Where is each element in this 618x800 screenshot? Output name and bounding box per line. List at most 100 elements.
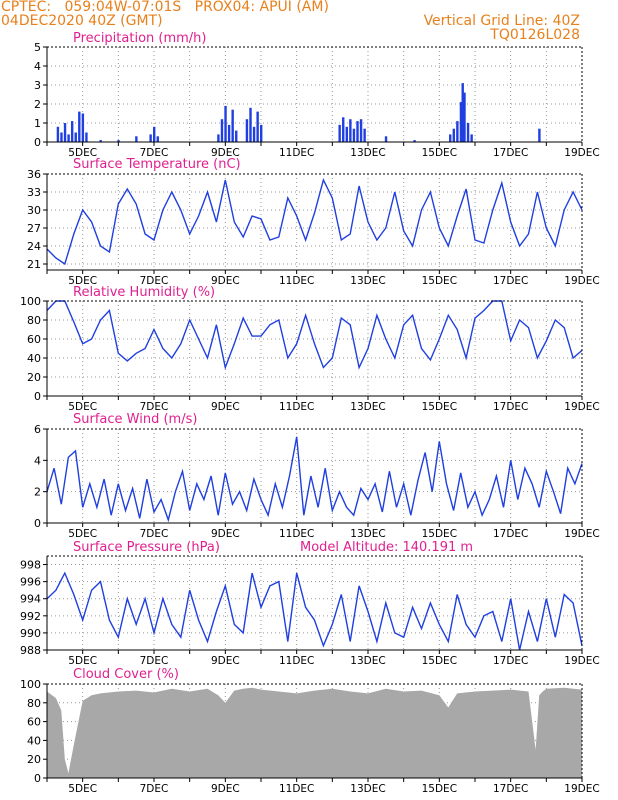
precip-bar — [85, 132, 88, 142]
y-tick-label: 4 — [34, 60, 41, 73]
x-tick-label: 5DEC — [68, 528, 97, 540]
precip-bar — [363, 128, 366, 142]
x-tick-label: 17DEC — [493, 783, 528, 795]
x-tick-label: 11DEC — [279, 401, 314, 413]
y-tick-label: 27 — [27, 222, 41, 235]
precip-bar — [63, 123, 67, 142]
y-tick-label: 998 — [20, 559, 41, 572]
x-tick-label: 11DEC — [279, 147, 314, 159]
series-line — [46, 178, 583, 266]
x-tick-label: 7DEC — [140, 275, 169, 287]
x-tick-label: 5DEC — [68, 147, 97, 159]
x-tick-label: 17DEC — [493, 528, 528, 540]
y-tick-label: 24 — [27, 240, 41, 253]
y-tick-label: 996 — [20, 576, 41, 589]
precip-bar — [78, 111, 81, 142]
y-tick-label: 60 — [27, 716, 41, 729]
precip-bar — [349, 119, 352, 142]
y-tick-label: 2 — [34, 486, 41, 499]
x-tick-label: 17DEC — [493, 655, 528, 667]
header-grid-note: Vertical Grid Line: 40Z — [423, 13, 580, 29]
panel-title: Precipitation (mm/h) — [73, 31, 206, 46]
precip-bar — [470, 134, 473, 142]
precip-bar — [256, 111, 259, 142]
y-tick-label: 100 — [20, 295, 41, 308]
x-tick-label: 7DEC — [140, 147, 169, 159]
x-tick-label: 19DEC — [564, 528, 599, 540]
x-tick-label: 5DEC — [68, 655, 97, 667]
y-tick-label: 0 — [34, 390, 41, 403]
precip-bar — [153, 126, 156, 142]
precip-bar — [156, 136, 159, 142]
x-tick-label: 9DEC — [211, 401, 240, 413]
x-tick-label: 7DEC — [140, 783, 169, 795]
x-tick-label: 5DEC — [68, 783, 97, 795]
x-tick-label: 13DEC — [350, 528, 385, 540]
x-tick-label: 15DEC — [422, 147, 457, 159]
precip-bar — [99, 140, 102, 142]
x-tick-label: 7DEC — [140, 401, 169, 413]
precip-bar — [74, 132, 77, 142]
precip-bar — [452, 128, 455, 142]
precip-bar — [249, 107, 252, 142]
y-tick-label: 6 — [34, 423, 41, 436]
y-tick-label: 3 — [34, 79, 41, 92]
x-tick-label: 19DEC — [564, 401, 599, 413]
x-tick-label: 13DEC — [350, 401, 385, 413]
precip-bar — [231, 109, 234, 142]
y-tick-label: 60 — [27, 333, 41, 346]
x-tick-label: 13DEC — [350, 783, 385, 795]
panel-title: Cloud Cover (%) — [73, 667, 179, 682]
y-tick-label: 992 — [20, 610, 41, 623]
precip-bar — [356, 121, 359, 142]
y-tick-label: 0 — [34, 517, 41, 530]
precip-bar — [135, 136, 138, 142]
x-tick-label: 19DEC — [564, 275, 599, 287]
y-tick-label: 80 — [27, 697, 41, 710]
x-tick-label: 15DEC — [422, 783, 457, 795]
x-tick-label: 19DEC — [564, 655, 599, 667]
x-tick-label: 5DEC — [68, 401, 97, 413]
x-tick-label: 17DEC — [493, 401, 528, 413]
precip-bar — [466, 123, 470, 142]
x-tick-label: 11DEC — [279, 275, 314, 287]
y-tick-label: 0 — [34, 136, 41, 149]
cloud-cover-area — [47, 687, 582, 778]
x-tick-label: 9DEC — [211, 275, 240, 287]
y-tick-label: 994 — [20, 593, 41, 606]
y-tick-label: 5 — [34, 41, 41, 54]
y-tick-label: 36 — [27, 168, 41, 181]
precip-bar — [359, 119, 363, 142]
y-tick-label: 4 — [34, 454, 41, 467]
x-tick-label: 11DEC — [279, 528, 314, 540]
y-tick-label: 990 — [20, 627, 41, 640]
y-tick-label: 20 — [27, 753, 41, 766]
precip-bar — [413, 140, 416, 142]
x-tick-label: 17DEC — [493, 275, 528, 287]
x-tick-label: 15DEC — [422, 655, 457, 667]
panel-annotation: Model Altitude: 140.191 m — [300, 540, 473, 555]
x-tick-label: 7DEC — [140, 655, 169, 667]
precip-bar — [227, 124, 231, 142]
y-tick-label: 40 — [27, 734, 41, 747]
y-tick-label: 988 — [20, 644, 41, 657]
x-tick-label: 9DEC — [211, 783, 240, 795]
precip-bar — [235, 130, 238, 142]
y-tick-label: 0 — [34, 772, 41, 785]
x-tick-label: 5DEC — [68, 275, 97, 287]
precip-bar — [342, 117, 345, 142]
precip-bar — [461, 83, 464, 142]
x-tick-label: 19DEC — [564, 147, 599, 159]
y-tick-label: 100 — [20, 678, 41, 691]
header-model-code: TQ0126L028 — [490, 27, 580, 43]
precip-bar — [60, 132, 63, 142]
header-date: 04DEC2020 40Z (GMT) — [1, 13, 163, 29]
y-tick-label: 21 — [27, 258, 41, 271]
precip-bar — [449, 134, 452, 142]
x-tick-label: 13DEC — [350, 655, 385, 667]
precip-bar — [117, 140, 120, 142]
x-tick-label: 13DEC — [350, 275, 385, 287]
precip-bar — [149, 134, 152, 142]
precip-bar — [220, 119, 224, 142]
